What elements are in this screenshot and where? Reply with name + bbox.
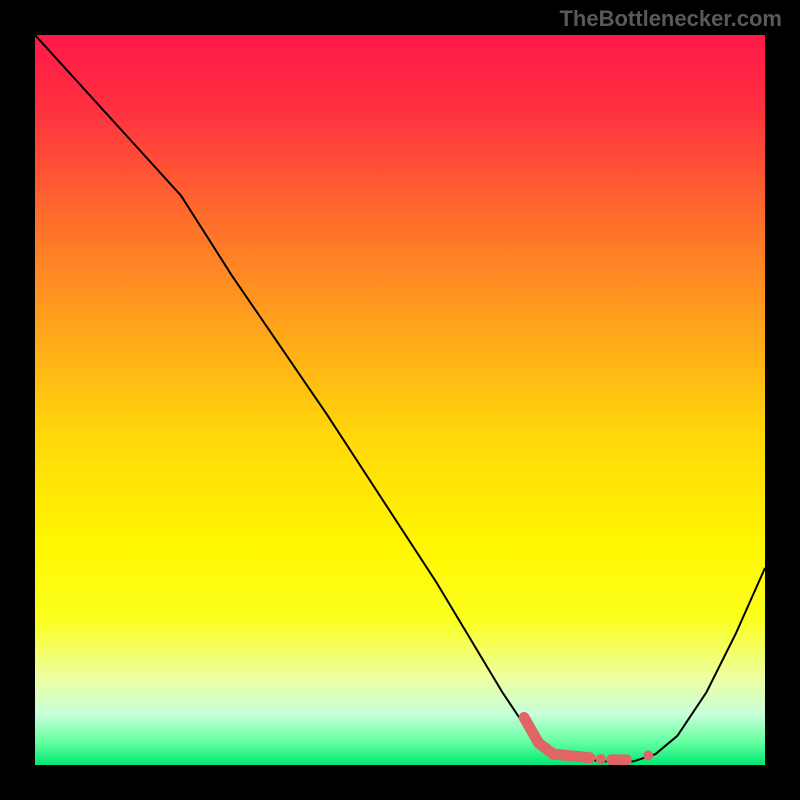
chart-plot-area bbox=[35, 35, 765, 765]
highlight-dot bbox=[643, 751, 653, 761]
highlight-dot bbox=[596, 754, 606, 764]
gradient-background-rect bbox=[35, 35, 765, 765]
watermark-text: TheBottlenecker.com bbox=[559, 6, 782, 32]
